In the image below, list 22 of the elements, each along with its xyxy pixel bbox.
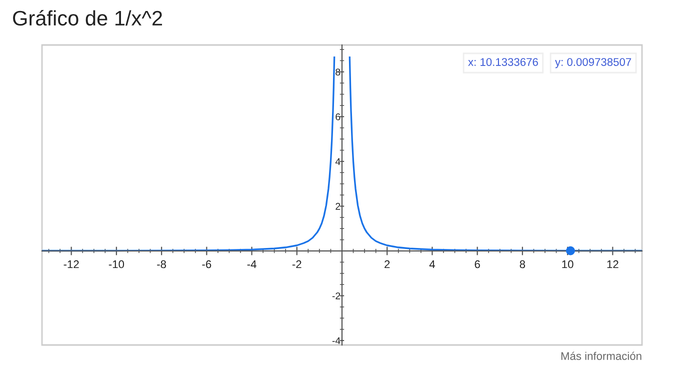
x-tick-label: -8: [157, 260, 166, 268]
x-tick-label: 2: [384, 260, 390, 268]
y-tick-label: -2: [332, 292, 340, 300]
y-tick-label: 4: [335, 158, 340, 165]
x-tick-label: 10: [562, 260, 574, 268]
x-tick-label: 12: [607, 260, 618, 268]
text: Más información: [561, 352, 642, 360]
chart-title: Gráfico de 1/x^2: [13, 10, 162, 26]
x-tick-label: -2: [292, 260, 302, 268]
y-tick-label: 2: [336, 202, 340, 210]
x-tick-label: 8: [520, 260, 526, 268]
y-tick-label: 6: [336, 113, 340, 120]
y-tick-label: -4: [332, 337, 340, 344]
x-tick-label: -6: [202, 260, 212, 268]
x-tick-label: -12: [64, 260, 79, 268]
annotation: y: 0.009738507: [555, 58, 632, 68]
x-tick-label: -10: [108, 260, 124, 268]
annotation: x: 10.1333676: [468, 58, 538, 66]
x-tick-label: 4: [429, 260, 435, 268]
x-tick-label: 6: [474, 260, 480, 268]
y-tick-label: 8: [336, 68, 340, 76]
x-tick-label: -4: [247, 260, 256, 268]
